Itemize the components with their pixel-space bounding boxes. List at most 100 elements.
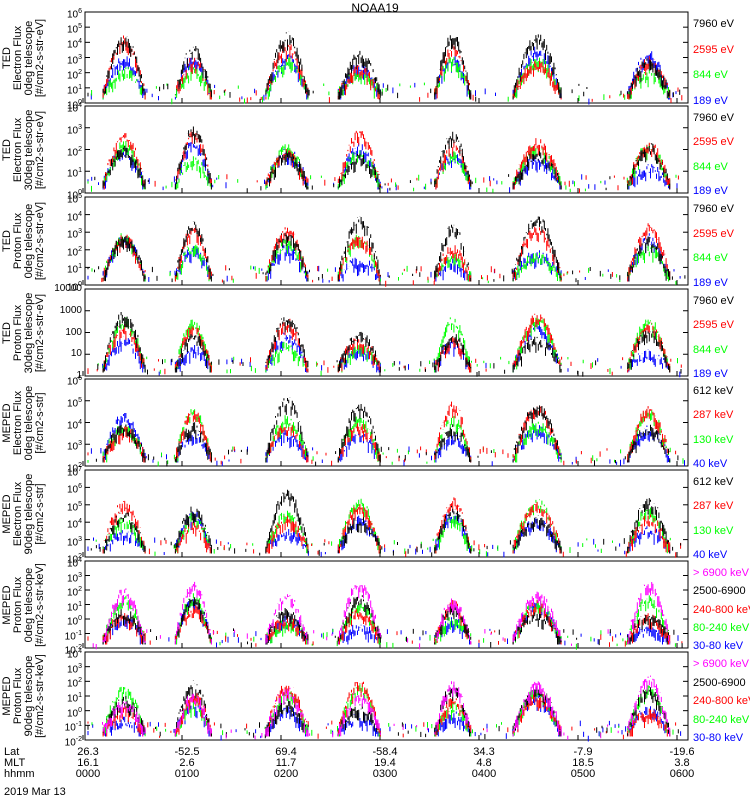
- flux-trace: [91, 233, 677, 285]
- ytick-label: 10-1: [64, 721, 82, 734]
- ytick-label: 103: [66, 571, 82, 584]
- ytick-label: 104: [66, 648, 82, 661]
- xaxis-lat-value: 34.3: [473, 746, 495, 758]
- legend-entry: 40 keV: [693, 458, 728, 470]
- legend-entry: 80-240 keV: [693, 621, 750, 634]
- legend-entry: 240-800 keV: [693, 695, 750, 707]
- ytick-label: 101: [66, 692, 82, 705]
- legend-entry: 2595 eV: [693, 43, 734, 56]
- legend-entry: 612 keV: [693, 385, 734, 397]
- ytick-label: 103: [66, 228, 82, 241]
- legend-entry: 189 eV: [693, 185, 728, 197]
- flux-trace: [102, 129, 679, 194]
- xaxis-hhmm-value: 0100: [174, 768, 200, 780]
- flux-trace: [102, 497, 682, 558]
- ytick-label: 101: [66, 167, 82, 180]
- legend-entry: 2595 eV: [693, 136, 734, 149]
- legend-entry: 2500-6900: [693, 585, 746, 598]
- series-7960-eV: [87, 216, 686, 285]
- flux-trace: [102, 322, 681, 378]
- panel-1: [82, 11, 689, 105]
- legend-entry: 80-240 keV: [693, 713, 750, 726]
- xaxis-mlt-value: 4.8: [476, 757, 492, 769]
- ytick-label: 101: [66, 83, 82, 97]
- xaxis-mlt-value: 2.6: [179, 757, 195, 769]
- legend-entry: > 6900 keV: [693, 567, 749, 579]
- flux-trace: [102, 675, 671, 740]
- legend-entry: 130 keV: [693, 433, 734, 446]
- ytick-label: 105: [66, 396, 82, 410]
- ytick-label: 104: [66, 102, 82, 115]
- legend-entry: 844 eV: [693, 160, 728, 173]
- xaxis-mlt-value: 3.8: [674, 757, 690, 769]
- ytick-label: 106: [66, 8, 82, 21]
- xaxis-hhmm-value: 0600: [669, 768, 695, 780]
- ytick-label: 100: [66, 189, 82, 202]
- xaxis-hhmm-value: 0000: [75, 768, 101, 780]
- series-2500-6900: [102, 595, 683, 649]
- xaxis-mlt-value: 19.4: [374, 757, 396, 769]
- panel-frame: [84, 378, 689, 467]
- flux-trace: [87, 681, 677, 740]
- xaxis-lat-value: -58.4: [372, 746, 398, 758]
- panel-6: [82, 469, 689, 558]
- ytick-label: 100: [66, 99, 82, 112]
- legend-entry: > 6900 keV: [693, 658, 749, 670]
- flux-trace: [95, 397, 679, 467]
- ytick-label: 107: [66, 466, 82, 479]
- panel-5: [82, 378, 689, 467]
- ytick-label: 106: [66, 375, 82, 388]
- panel-frame: [84, 560, 689, 649]
- ytick-label: 104: [66, 557, 82, 570]
- legend-entry: 7960 eV: [693, 112, 734, 124]
- flux-trace: [90, 489, 682, 557]
- ytick-label: 102: [66, 68, 82, 81]
- legend-entry: 612 keV: [693, 476, 734, 488]
- legend-entry: 40 keV: [693, 549, 728, 561]
- legend-entry: 189 eV: [693, 95, 728, 107]
- panel-2: [82, 105, 689, 194]
- xaxis-row-label: MLT: [4, 757, 26, 769]
- ytick-label: 104: [66, 210, 82, 223]
- xaxis-hhmm-value: 0200: [273, 768, 299, 780]
- series-7960-eV: [97, 312, 682, 377]
- panel-8: [82, 651, 689, 742]
- ytick-label: 101: [66, 600, 82, 613]
- series-130-keV: [95, 498, 671, 557]
- xaxis-lat-value: 26.3: [77, 746, 99, 758]
- panel-ylabel: MEPED Proton Flux 90deg telescope [#/cm2-s-…: [1, 654, 46, 738]
- ytick-label: 104: [66, 38, 82, 51]
- panel-frame: [84, 196, 689, 286]
- flux-trace: [87, 409, 684, 467]
- flux-trace: [97, 312, 682, 377]
- ytick-label: 100: [65, 326, 82, 338]
- flux-trace: [92, 581, 671, 650]
- legend-entry: 844 eV: [693, 69, 728, 82]
- legend-entry: 30-80 keV: [693, 640, 744, 652]
- panel-7: [82, 560, 689, 650]
- series---6900-keV: [102, 675, 671, 740]
- series-240-800-keV: [87, 681, 677, 740]
- ytick-label: 101: [66, 263, 82, 276]
- legend-entry: 844 eV: [693, 252, 728, 265]
- legend-entry: 2500-6900: [693, 676, 746, 689]
- ytick-label: 102: [66, 462, 82, 475]
- legend-entry: 287 keV: [693, 409, 734, 422]
- ytick-label: 106: [66, 483, 82, 496]
- series-130-keV: [87, 409, 684, 467]
- xaxis-hhmm-value: 0500: [570, 768, 596, 780]
- ytick-label: 103: [66, 662, 82, 675]
- flux-trace: [87, 141, 677, 193]
- panel-3: [82, 196, 689, 287]
- legend-entry: 2595 eV: [693, 319, 734, 332]
- xaxis-mlt-value: 11.7: [275, 757, 297, 769]
- ytick-label: 102: [66, 677, 82, 690]
- xaxis-lat-value: -19.6: [669, 746, 695, 758]
- legend-entry: 7960 eV: [693, 203, 734, 215]
- xaxis-lat-value: -7.9: [573, 746, 593, 758]
- xaxis-row-label: hhmm: [4, 768, 35, 780]
- ytick-label: 102: [66, 245, 82, 259]
- xaxis-hhmm-value: 0400: [471, 768, 497, 780]
